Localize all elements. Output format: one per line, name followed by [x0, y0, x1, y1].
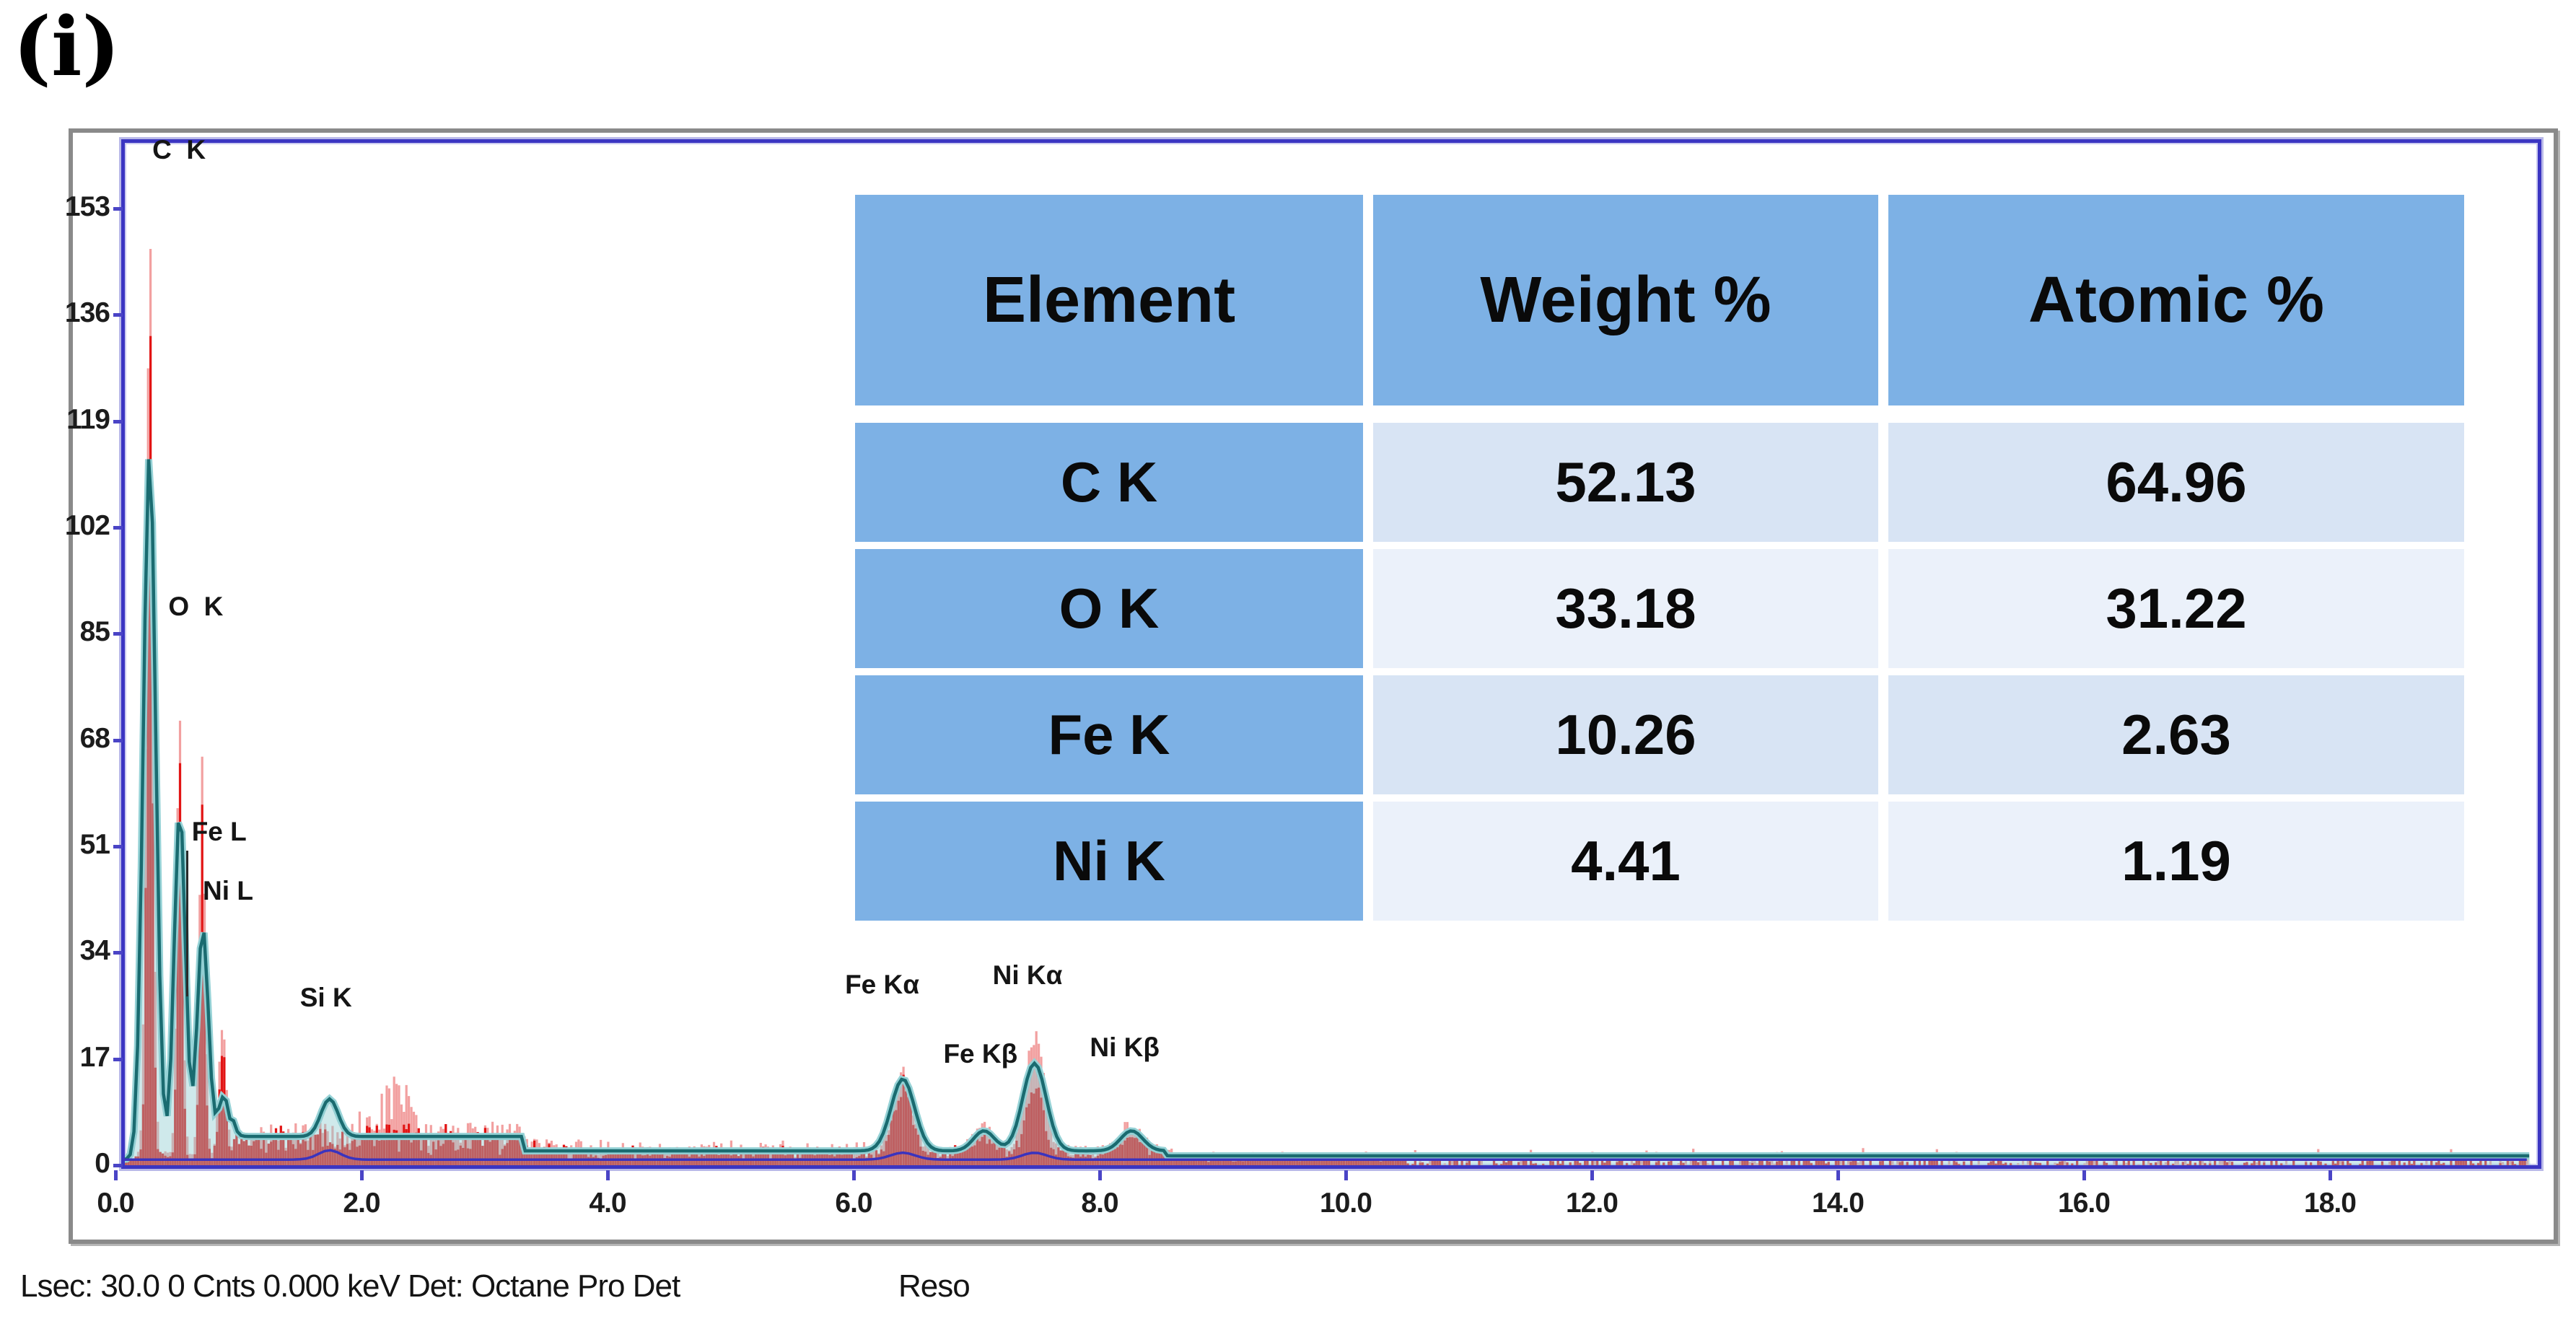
- x-axis-tick-label: 16.0: [2058, 1188, 2111, 1219]
- x-axis-tick-mark: [1836, 1170, 1840, 1180]
- x-axis-tick-mark: [2329, 1170, 2332, 1180]
- weight-cell: 52.13: [1373, 423, 1878, 542]
- peak-label: C K: [152, 135, 206, 165]
- peak-label-connector-line: [185, 851, 188, 996]
- x-axis-tick-label: 14.0: [1812, 1188, 1865, 1219]
- peak-label: O K: [168, 592, 224, 622]
- atomic-cell: 1.19: [1888, 802, 2464, 921]
- element-cell: C K: [855, 423, 1363, 542]
- y-axis-tick-label: 153: [64, 191, 110, 222]
- element-cell: Fe K: [855, 675, 1363, 794]
- peak-label: Ni Kβ: [1090, 1032, 1160, 1063]
- weight-cell: 4.41: [1373, 802, 1878, 921]
- y-axis-tick-label: 119: [66, 403, 110, 435]
- y-axis-tick-label: 102: [64, 510, 110, 541]
- x-axis-tick-label: 8.0: [1081, 1188, 1118, 1219]
- x-axis-tick-mark: [1344, 1170, 1348, 1180]
- y-axis-tick-mark: [113, 419, 123, 424]
- status-bar-acquisition-info: Lsec: 30.0 0 Cnts 0.000 keV Det: Octane …: [20, 1268, 680, 1304]
- y-axis-tick-mark: [113, 738, 123, 742]
- background-baseline-line: [125, 1149, 2527, 1161]
- y-axis-tick-mark: [113, 632, 123, 636]
- weight-cell: 33.18: [1373, 549, 1878, 668]
- table-header-weight: Weight %: [1373, 195, 1878, 405]
- y-axis-tick-label: 51: [79, 829, 110, 860]
- x-axis-tick-label: 4.0: [589, 1188, 626, 1219]
- x-axis-tick-mark: [606, 1170, 610, 1180]
- x-axis-tick-label: 0.0: [97, 1188, 134, 1219]
- y-axis-tick-mark: [113, 1164, 123, 1167]
- table-header-element: Element: [855, 195, 1363, 405]
- composition-table: Element Weight % Atomic % C K 52.13 64.9…: [855, 195, 2464, 921]
- plot-area-border: [121, 139, 2541, 1169]
- y-axis-tick-mark: [113, 526, 123, 530]
- y-axis-tick-mark: [113, 207, 123, 211]
- table-body: C K 52.13 64.96 O K 33.18 31.22 Fe K 10.…: [855, 423, 2464, 921]
- x-axis-tick-label: 12.0: [1566, 1188, 1618, 1219]
- x-axis-tick-mark: [114, 1170, 118, 1180]
- peak-label: Fe L: [191, 817, 247, 847]
- atomic-cell: 31.22: [1888, 549, 2464, 668]
- table-header-atomic: Atomic %: [1888, 195, 2464, 405]
- element-cell: O K: [855, 549, 1363, 668]
- figure-panel-label: (i): [13, 0, 121, 95]
- x-axis-tick-mark: [1098, 1170, 1102, 1180]
- y-axis-tick-label: 85: [79, 616, 110, 648]
- status-bar-resolution-info: Reso: [898, 1268, 971, 1304]
- y-axis-tick-label: 136: [64, 297, 110, 329]
- atomic-cell: 2.63: [1888, 675, 2464, 794]
- peak-label: Si K: [299, 982, 352, 1012]
- x-axis-tick-label: 18.0: [2304, 1188, 2357, 1219]
- fit-line: [125, 459, 2530, 1161]
- y-axis-tick-mark: [113, 1057, 123, 1061]
- x-axis-tick-mark: [360, 1170, 364, 1180]
- element-cell: Ni K: [855, 802, 1363, 921]
- weight-cell: 10.26: [1373, 675, 1878, 794]
- y-axis-tick-mark: [113, 951, 123, 955]
- atomic-cell: 64.96: [1888, 423, 2464, 542]
- x-axis-tick-mark: [852, 1170, 856, 1180]
- y-axis-tick-mark: [113, 845, 123, 848]
- peak-label: Ni Kα: [992, 960, 1063, 991]
- y-axis-tick-label: 68: [79, 722, 110, 754]
- peak-label: Ni L: [203, 876, 253, 906]
- y-axis-tick-label: 17: [79, 1041, 110, 1073]
- y-axis-tick-label: 0: [95, 1148, 110, 1179]
- x-axis-tick-mark: [1590, 1170, 1594, 1180]
- x-axis-tick-label: 6.0: [835, 1188, 872, 1219]
- y-axis-tick-label: 34: [79, 935, 110, 967]
- peak-label: Fe Kα: [845, 970, 919, 1000]
- x-axis-tick-label: 10.0: [1320, 1188, 1372, 1219]
- x-axis-tick-label: 2.0: [343, 1188, 380, 1219]
- x-axis-tick-mark: [2082, 1170, 2086, 1180]
- peak-label: Fe Kβ: [943, 1038, 1018, 1069]
- spectrum-svg: [125, 249, 2531, 1165]
- y-axis-tick-mark: [113, 313, 123, 317]
- table-header-row: Element Weight % Atomic %: [855, 195, 2464, 405]
